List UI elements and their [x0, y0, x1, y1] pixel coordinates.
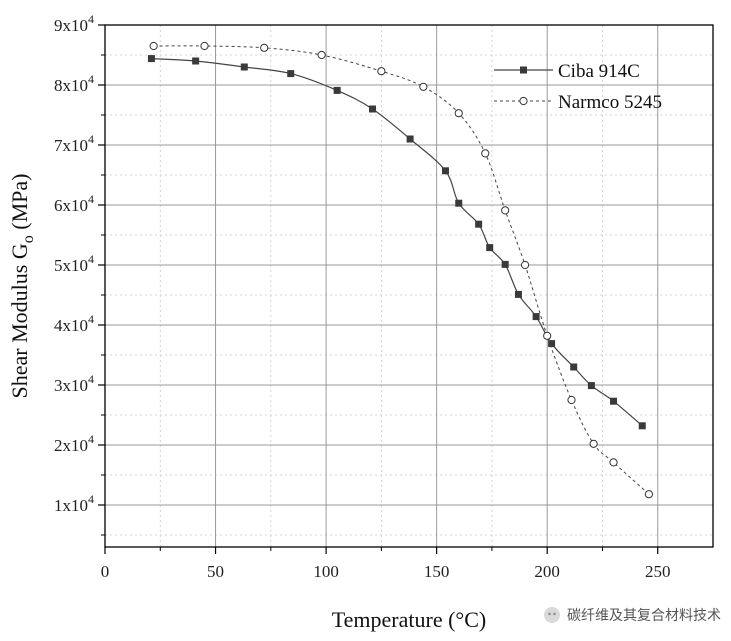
- data-point-narmco-5245: [644, 490, 653, 499]
- y-tick-exponent: 4: [88, 72, 94, 86]
- legend-marker-narmco-5245: [519, 96, 528, 106]
- y-tick-label: 6x104: [54, 192, 94, 215]
- data-point-ciba-914c: [406, 135, 414, 143]
- grid: [105, 25, 713, 547]
- data-point-ciba-914c: [638, 422, 646, 430]
- y-tick-mantissa: 4x10: [54, 316, 88, 335]
- data-point-narmco-5245: [377, 67, 386, 76]
- y-tick-exponent: 4: [88, 492, 94, 506]
- legend-label-ciba-914c: Ciba 914C: [558, 61, 640, 82]
- data-point-narmco-5245: [501, 206, 510, 215]
- y-tick-label: 9x104: [54, 12, 94, 35]
- x-tick-label: 100: [313, 562, 339, 581]
- y-axis-title-sub: o: [20, 235, 37, 243]
- data-point-ciba-914c: [486, 244, 494, 252]
- y-axis-title-main: Shear Modulus G: [7, 243, 32, 398]
- data-point-narmco-5245: [609, 458, 618, 467]
- y-tick-label: 3x104: [54, 372, 94, 395]
- data-point-ciba-914c: [501, 260, 509, 268]
- y-tick-label: 1x104: [54, 492, 94, 515]
- data-point-ciba-914c: [192, 57, 200, 65]
- data-point-ciba-914c: [369, 105, 377, 113]
- series-line-ciba-914c: [151, 58, 643, 427]
- legend-marker-ciba-914c: [520, 66, 527, 74]
- data-point-ciba-914c: [570, 363, 578, 371]
- data-point-narmco-5245: [317, 50, 326, 60]
- data-point-narmco-5245: [567, 395, 576, 405]
- plot-frame: [104, 24, 714, 548]
- y-tick-exponent: 4: [88, 132, 94, 146]
- data-point-ciba-914c: [240, 63, 248, 71]
- data-point-narmco-5245: [419, 82, 428, 91]
- data-point-ciba-914c: [441, 167, 449, 175]
- legend: Ciba 914C Narmco 5245: [494, 61, 662, 113]
- data-point-ciba-914c: [514, 290, 522, 298]
- legend-label-narmco-5245: Narmco 5245: [558, 92, 662, 113]
- data-point-narmco-5245: [481, 149, 490, 158]
- y-tick-label: 7x104: [54, 132, 94, 155]
- watermark: 碳纤维及其复合材料技术: [543, 605, 721, 625]
- y-tick-mantissa: 7x10: [54, 136, 88, 155]
- x-tick-label: 250: [645, 562, 671, 581]
- y-tick-label: 2x104: [54, 432, 94, 455]
- series-line-narmco-5245: [153, 45, 650, 495]
- y-tick-mantissa: 5x10: [54, 256, 88, 275]
- y-tick-mantissa: 8x10: [54, 76, 88, 95]
- y-tick-exponent: 4: [88, 432, 94, 446]
- data-point-ciba-914c: [475, 220, 483, 228]
- wechat-icon: [544, 607, 560, 623]
- x-tick-label: 200: [534, 562, 560, 581]
- y-tick-mantissa: 6x10: [54, 196, 88, 215]
- watermark-text: 碳纤维及其复合材料技术: [567, 608, 721, 624]
- data-point-narmco-5245: [520, 260, 530, 270]
- y-tick-exponent: 4: [88, 372, 94, 386]
- data-point-ciba-914c: [587, 382, 595, 390]
- y-tick-exponent: 4: [88, 312, 94, 326]
- series-layer: [147, 41, 653, 499]
- data-point-ciba-914c: [548, 340, 556, 348]
- data-point-narmco-5245: [589, 439, 598, 448]
- y-tick-exponent: 4: [88, 12, 94, 26]
- y-tick-label: 4x104: [54, 312, 94, 335]
- data-point-ciba-914c: [610, 397, 618, 405]
- x-axis-title: Temperature (°C): [332, 607, 486, 632]
- y-axis-title-unit: (MPa): [7, 174, 32, 236]
- x-tick-label: 0: [101, 562, 110, 581]
- data-point-narmco-5245: [260, 43, 269, 52]
- data-point-narmco-5245: [454, 109, 463, 118]
- y-tick-mantissa: 1x10: [54, 496, 88, 515]
- y-tick-mantissa: 2x10: [54, 436, 88, 455]
- y-tick-exponent: 4: [88, 192, 94, 206]
- data-point-ciba-914c: [287, 70, 295, 78]
- y-tick-mantissa: 3x10: [54, 376, 88, 395]
- x-tick-label: 50: [207, 562, 224, 581]
- y-tick-label: 5x104: [54, 252, 94, 275]
- data-point-narmco-5245: [543, 331, 552, 340]
- data-point-ciba-914c: [532, 313, 540, 321]
- axis-ticks: 0 50 100 150 200 2501x1042x1043x1044x1045x104…: [54, 12, 670, 581]
- data-point-ciba-914c: [147, 55, 155, 63]
- y-tick-exponent: 4: [88, 252, 94, 266]
- x-tick-label: 150: [424, 562, 450, 581]
- svg-text:Shear Modulus Go (MPa): Shear Modulus Go (MPa): [7, 174, 37, 399]
- data-point-narmco-5245: [149, 41, 158, 51]
- data-point-ciba-914c: [333, 86, 341, 94]
- data-point-narmco-5245: [200, 41, 209, 51]
- y-tick-label: 8x104: [54, 72, 94, 95]
- data-point-ciba-914c: [455, 199, 463, 207]
- y-tick-mantissa: 9x10: [54, 16, 88, 35]
- y-axis-title: Shear Modulus Go (MPa): [7, 174, 37, 399]
